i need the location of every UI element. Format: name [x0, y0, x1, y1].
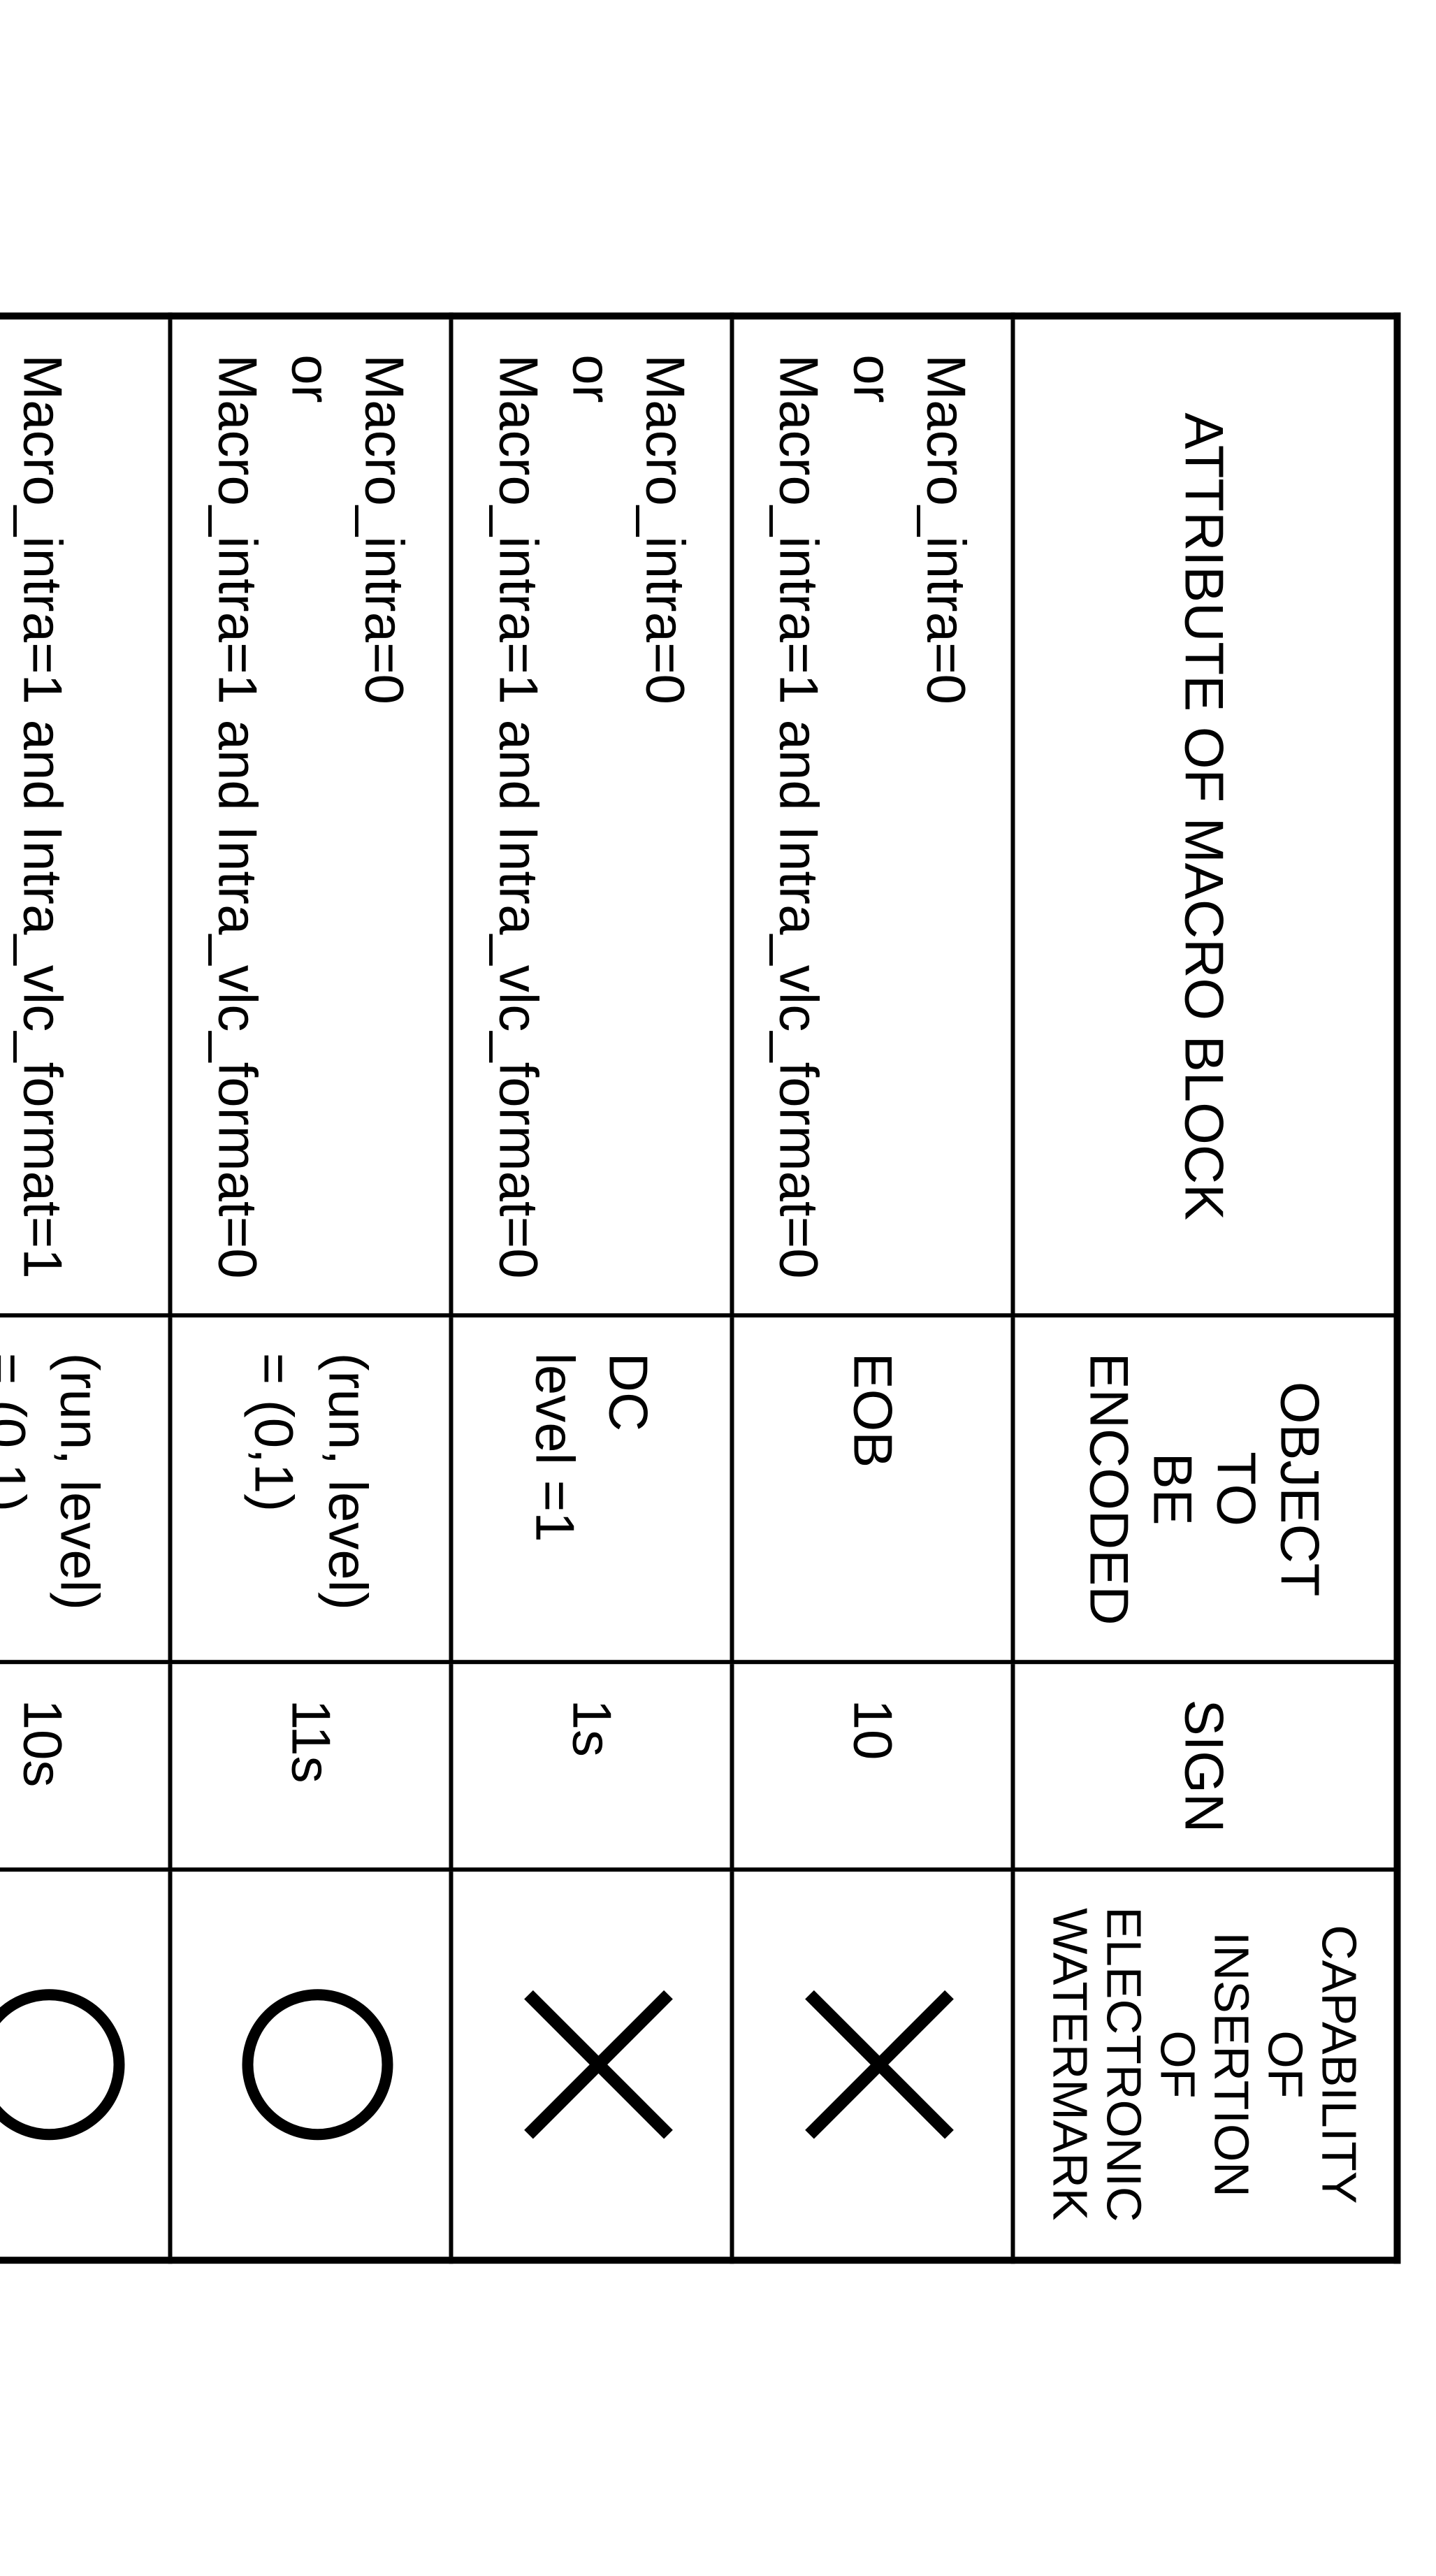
circle-mark-icon — [227, 1974, 409, 2155]
figure-title: FIG.2 — [1429, 312, 1436, 2264]
cell-attribute: Macro_intra=0orMacro_intra=1 and Intra_v… — [171, 316, 451, 1315]
header-capability: CAPABILITY OF INSERTIONOF ELECTRONICWATE… — [1013, 1869, 1398, 2260]
x-mark-icon — [788, 1974, 970, 2155]
cell-capability — [732, 1869, 1013, 2260]
header-attribute: ATTRIBUTE OF MACRO BLOCK — [1013, 316, 1398, 1315]
figure-wrapper: FIG.2 ATTRIBUTE OF MACRO BLOCK OBJECT TO… — [0, 312, 1436, 2264]
cell-sign: 11s — [171, 1662, 451, 1869]
circle-mark-icon — [0, 1974, 140, 2155]
cell-sign: 10 — [732, 1662, 1013, 1869]
cell-object: (run, level)= (0,1) — [171, 1315, 451, 1662]
cell-capability — [171, 1869, 451, 2260]
cell-object: (run, level)= (0,1) — [0, 1315, 171, 1662]
cell-sign: 10s — [0, 1662, 171, 1869]
cell-attribute: Macro_intra=0orMacro_intra=1 and Intra_v… — [451, 316, 732, 1315]
table-row: Macro_intra=1 and Intra_vlc_format=1(run… — [0, 316, 171, 2260]
cell-attribute: Macro_intra=1 and Intra_vlc_format=1 — [0, 316, 171, 1315]
macroblock-table: ATTRIBUTE OF MACRO BLOCK OBJECT TOBE ENC… — [0, 312, 1401, 2264]
cell-capability — [0, 1869, 171, 2260]
table-header: ATTRIBUTE OF MACRO BLOCK OBJECT TOBE ENC… — [1013, 316, 1398, 2260]
cell-sign: 1s — [451, 1662, 732, 1869]
cell-object: EOB — [732, 1315, 1013, 1662]
header-sign: SIGN — [1013, 1662, 1398, 1869]
cell-capability — [451, 1869, 732, 2260]
table-row: Macro_intra=0orMacro_intra=1 and Intra_v… — [171, 316, 451, 2260]
table-body: Macro_intra=0orMacro_intra=1 and Intra_v… — [0, 316, 1013, 2260]
header-object: OBJECT TOBE ENCODED — [1013, 1315, 1398, 1662]
table-row: Macro_intra=0orMacro_intra=1 and Intra_v… — [451, 316, 732, 2260]
x-mark-icon — [508, 1974, 690, 2155]
cell-object: DClevel =1 — [451, 1315, 732, 1662]
header-row: ATTRIBUTE OF MACRO BLOCK OBJECT TOBE ENC… — [1013, 316, 1398, 2260]
table-row: Macro_intra=0orMacro_intra=1 and Intra_v… — [732, 316, 1013, 2260]
header-object-text: OBJECT TOBE ENCODED — [1079, 1352, 1331, 1625]
cell-attribute: Macro_intra=0orMacro_intra=1 and Intra_v… — [732, 316, 1013, 1315]
header-capability-text: CAPABILITY OF INSERTIONOF ELECTRONICWATE… — [1043, 1906, 1367, 2222]
